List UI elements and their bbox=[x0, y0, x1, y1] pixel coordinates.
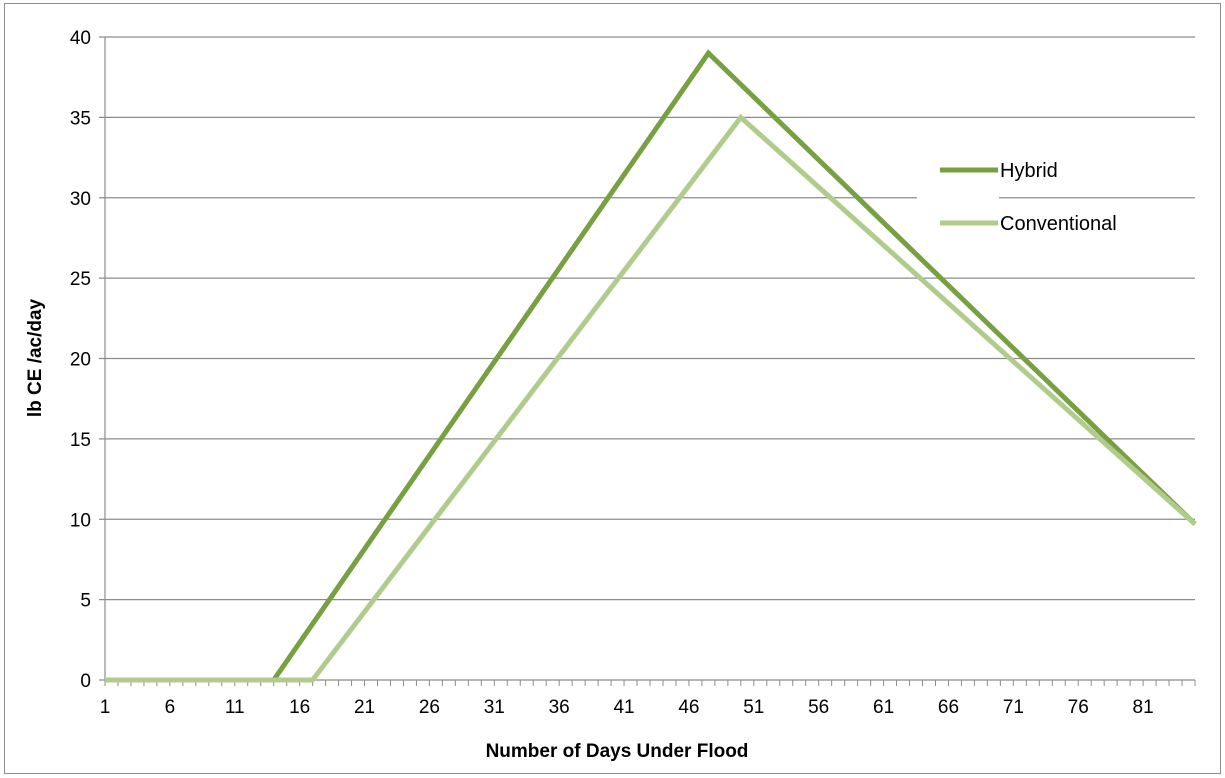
chart-frame bbox=[4, 3, 1221, 774]
x-tick-label-21: 21 bbox=[354, 697, 375, 718]
y-tick-label-40: 40 bbox=[70, 28, 91, 49]
legend-label-conventional: Conventional bbox=[1000, 213, 1117, 235]
y-tick-label-0: 0 bbox=[80, 671, 91, 692]
y-tick-label-5: 5 bbox=[80, 591, 91, 612]
series-lines bbox=[105, 49, 1197, 683]
y-tick-label-30: 30 bbox=[70, 189, 91, 210]
x-tick-label-1: 1 bbox=[100, 697, 111, 718]
x-tick-label-66: 66 bbox=[938, 697, 959, 718]
legend: Hybrid Conventional bbox=[917, 152, 1117, 244]
x-tick-label-41: 41 bbox=[613, 697, 634, 718]
x-axis-title: Number of Days Under Flood bbox=[486, 741, 749, 762]
x-tick-label-16: 16 bbox=[289, 697, 310, 718]
x-tick-label-11: 11 bbox=[225, 697, 245, 718]
y-tick-label-25: 25 bbox=[70, 269, 91, 290]
x-tick-label-6: 6 bbox=[165, 697, 176, 718]
y-tick-label-15: 15 bbox=[70, 430, 91, 451]
x-tick-label-61: 61 bbox=[873, 697, 894, 718]
x-tick-label-71: 71 bbox=[1003, 697, 1024, 718]
y-axis-title: lb CE /ac/day bbox=[25, 298, 46, 417]
series-line-conventional bbox=[105, 113, 1197, 683]
x-tick-label-81: 81 bbox=[1133, 697, 1154, 718]
gridlines bbox=[99, 36, 1195, 681]
x-tick-label-46: 46 bbox=[678, 697, 699, 718]
y-tick-label-20: 20 bbox=[70, 350, 91, 371]
x-tick-label-76: 76 bbox=[1068, 697, 1089, 718]
legend-background bbox=[917, 152, 999, 244]
x-tick-label-56: 56 bbox=[808, 697, 829, 718]
series-line-hybrid bbox=[105, 49, 1197, 683]
legend-label-hybrid: Hybrid bbox=[1000, 160, 1058, 182]
y-tick-label-10: 10 bbox=[70, 510, 91, 531]
x-tick-label-36: 36 bbox=[549, 697, 570, 718]
x-tick-label-51: 51 bbox=[743, 697, 764, 718]
y-tick-label-35: 35 bbox=[70, 108, 91, 129]
x-tick-label-26: 26 bbox=[419, 697, 440, 718]
x-tick-label-31: 31 bbox=[484, 697, 505, 718]
